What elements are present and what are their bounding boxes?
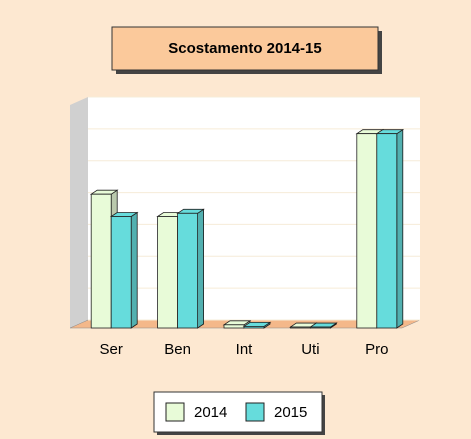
bar-face (356, 133, 378, 329)
bar-face (177, 212, 199, 329)
chart-title: Scostamento 2014-15 (168, 40, 321, 57)
legend-swatch (245, 402, 265, 422)
x-tick-label: Ben (164, 341, 191, 358)
bar-face (197, 208, 205, 329)
x-tick-label: Ser (100, 341, 123, 358)
bar (242, 321, 272, 329)
bar-face (110, 216, 132, 329)
bar-face (157, 216, 179, 329)
legend-swatch (165, 402, 185, 422)
side-wall (70, 97, 88, 328)
bar-face (223, 324, 245, 329)
x-tick-label: Int (236, 341, 254, 358)
x-tick-label: Uti (301, 341, 319, 358)
bar-face (309, 326, 331, 329)
bar-face (396, 128, 404, 329)
bar (375, 128, 405, 329)
bar (109, 211, 139, 329)
legend-label: 2015 (274, 404, 307, 421)
bar (309, 322, 338, 329)
bar-face (243, 326, 265, 329)
x-tick-label: Pro (365, 341, 388, 358)
bar-face (90, 193, 112, 329)
bar-face (376, 133, 398, 329)
title-box (111, 26, 379, 71)
bar-face (289, 326, 311, 329)
legend-label: 2014 (194, 404, 227, 421)
bar (176, 208, 205, 329)
bar-face (130, 211, 138, 329)
